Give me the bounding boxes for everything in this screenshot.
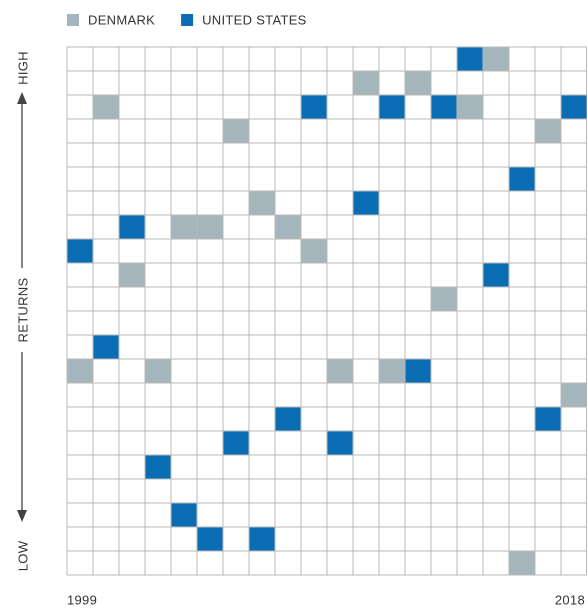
rank-cell [301, 95, 327, 119]
rank-cell [171, 215, 197, 239]
rank-cell [353, 191, 379, 215]
rank-cell [327, 359, 353, 383]
rank-cell [145, 455, 171, 479]
arrow-head [17, 510, 27, 522]
y-axis-label: RETURNS [15, 278, 30, 343]
rank-cell [379, 95, 405, 119]
rank-cell [483, 47, 509, 71]
rank-cell [145, 359, 171, 383]
rank-cell [509, 167, 535, 191]
rank-cell [223, 119, 249, 143]
rank-cell [93, 335, 119, 359]
rank-cell [483, 263, 509, 287]
rank-cell [405, 359, 431, 383]
rank-cell [457, 47, 483, 71]
y-axis-bottom-label: LOW [15, 540, 30, 571]
rank-cell [197, 215, 223, 239]
rank-cell [67, 359, 93, 383]
y-axis: HIGH RETURNS LOW [15, 51, 30, 571]
rank-cell [535, 407, 561, 431]
legend-label: UNITED STATES [202, 12, 307, 27]
y-axis-top-label: HIGH [15, 51, 30, 85]
rank-cell [561, 95, 587, 119]
arrow-head [17, 92, 27, 104]
rank-cell [249, 527, 275, 551]
rank-cell [171, 503, 197, 527]
rank-cell [275, 215, 301, 239]
rank-cell [301, 239, 327, 263]
rank-cell [249, 191, 275, 215]
rank-cell [67, 239, 93, 263]
rank-cell [431, 287, 457, 311]
legend-label: DENMARK [88, 12, 155, 27]
x-tick-label: 1999 [67, 592, 97, 607]
rank-cell [379, 359, 405, 383]
rank-cell [327, 431, 353, 455]
rank-cell [457, 95, 483, 119]
rank-cell [93, 95, 119, 119]
rank-cell [119, 263, 145, 287]
rank-cell [275, 407, 301, 431]
x-tick-label: 2018 [555, 592, 585, 607]
rank-cell [405, 71, 431, 95]
rank-cell [535, 119, 561, 143]
rank-cell [431, 95, 457, 119]
legend-swatch [181, 14, 194, 26]
rank-cell [119, 215, 145, 239]
rank-cell [197, 527, 223, 551]
rank-cell [223, 431, 249, 455]
rank-cell [561, 383, 587, 407]
rank-cell [353, 71, 379, 95]
rank-cell [509, 551, 535, 575]
legend-swatch [67, 14, 79, 26]
